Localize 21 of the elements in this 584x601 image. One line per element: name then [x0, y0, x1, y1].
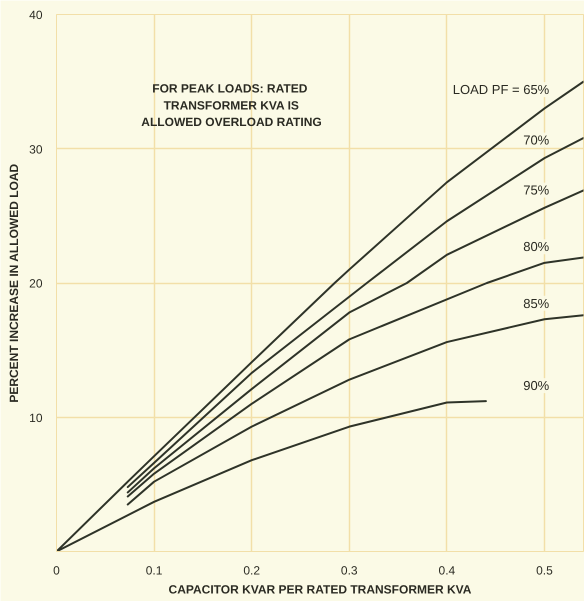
y-tick-label: 40	[29, 8, 43, 22]
x-tick-label: 0.4	[438, 564, 456, 578]
series-label: 85%	[523, 296, 550, 311]
x-tick-label: 0.3	[340, 564, 358, 578]
y-axis-title: PERCENT INCREASE IN ALLOWED LOAD	[7, 163, 22, 403]
line-series	[126, 314, 584, 506]
series-label: 70%	[523, 132, 550, 148]
line-series	[126, 137, 584, 488]
annotation: FOR PEAK LOADS: RATED TRANSFORMER KVA IS ALLOWED OVERLOAD RATING	[141, 82, 322, 130]
x-tick-label: 0.1	[146, 564, 163, 578]
y-tick-label: 10	[29, 410, 43, 425]
text: 90%	[523, 378, 550, 394]
series-label: 80%	[523, 239, 550, 254]
x-tick-label: 0.2	[243, 564, 260, 578]
x-tick-label: 0.5	[536, 564, 554, 578]
y-tick-label: 30	[29, 142, 43, 156]
series-label: LOAD PF = 65%	[452, 82, 550, 98]
series-label: 75%	[523, 182, 550, 198]
y-tick-label: 20	[29, 276, 43, 290]
x-axis-title: CAPACITOR KVAR PER RATED TRANSFORMER KVA	[168, 582, 472, 596]
x-tick-label: 0	[53, 564, 60, 578]
